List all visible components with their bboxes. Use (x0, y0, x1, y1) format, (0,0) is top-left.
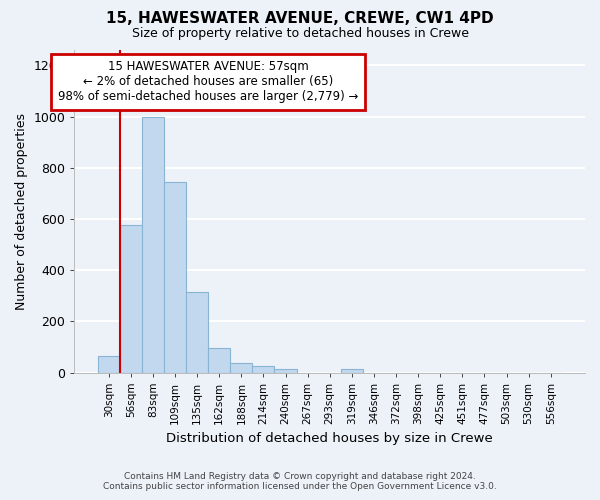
Text: Contains HM Land Registry data © Crown copyright and database right 2024.
Contai: Contains HM Land Registry data © Crown c… (103, 472, 497, 491)
Y-axis label: Number of detached properties: Number of detached properties (15, 113, 28, 310)
Bar (274, 368, 296, 372)
Bar (164, 182, 186, 372)
Bar (230, 363, 253, 372)
Text: Size of property relative to detached houses in Crewe: Size of property relative to detached ho… (131, 28, 469, 40)
X-axis label: Distribution of detached houses by size in Crewe: Distribution of detached houses by size … (166, 432, 493, 445)
Text: 15, HAWESWATER AVENUE, CREWE, CW1 4PD: 15, HAWESWATER AVENUE, CREWE, CW1 4PD (106, 11, 494, 26)
Bar (120, 226, 142, 372)
Bar (208, 348, 230, 372)
Text: 15 HAWESWATER AVENUE: 57sqm
← 2% of detached houses are smaller (65)
98% of semi: 15 HAWESWATER AVENUE: 57sqm ← 2% of deta… (58, 60, 358, 104)
Bar (341, 368, 363, 372)
Bar (186, 292, 208, 372)
Bar (142, 116, 164, 372)
Bar (253, 366, 274, 372)
Bar (98, 356, 120, 372)
